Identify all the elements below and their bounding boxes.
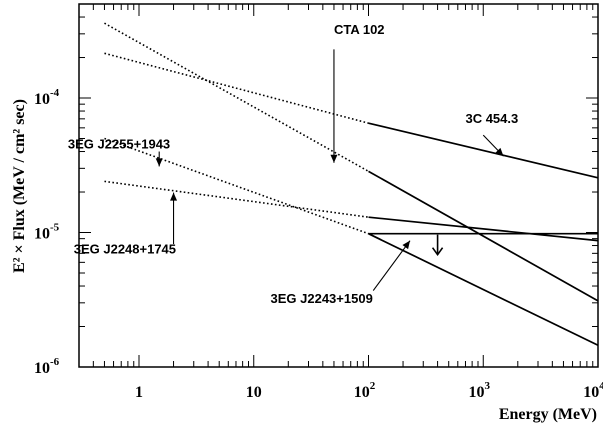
label-cta-102: CTA 102 xyxy=(334,22,385,37)
pointer-head-3c-454-3 xyxy=(495,147,504,157)
x-axis-title: Energy (MeV) xyxy=(499,406,597,423)
series-3eg-j2248-1745-dotted-line xyxy=(104,180,369,218)
pointer-head-3eg-j2255-1943 xyxy=(155,158,163,167)
ticks-layer xyxy=(78,3,599,368)
x-tick-label: 104 xyxy=(583,380,603,401)
y-axis-title: E² × Flux (MeV / cm² sec) xyxy=(11,99,28,273)
x-tick-label: 1 xyxy=(135,384,143,401)
label-3c-454-3: 3C 454.3 xyxy=(465,111,518,126)
series-layer xyxy=(104,22,599,347)
pointer-head-3eg-j2243-1509 xyxy=(402,240,411,250)
series-3eg-j2248-1745-solid-line xyxy=(368,216,599,242)
pointer-head-3eg-j2248-1745 xyxy=(170,192,178,201)
tick-labels-layer: 1 10 102 103 104 10-6 10-5 10-4 xyxy=(34,87,603,401)
plot-frame xyxy=(78,3,599,368)
series-cta-102-solid-line xyxy=(368,170,599,302)
series-cta-102-dotted-line xyxy=(104,22,369,173)
label-3eg-j2243-1509: 3EG J2243+1509 xyxy=(271,291,373,306)
pointer-head-cta-102 xyxy=(330,154,338,163)
annotations-layer: CTA 102 3C 454.3 3EG J2255+1943 3EG J2248+1… xyxy=(68,22,518,306)
label-3eg-j2255-1943: 3EG J2255+1943 xyxy=(68,137,170,152)
series-3c-454-3-solid-line xyxy=(368,122,599,179)
pointer-3eg-j2243-1509 xyxy=(372,240,411,291)
label-3eg-j2248-1745: 3EG J2248+1745 xyxy=(74,241,176,256)
x-tick-label: 10 xyxy=(246,384,262,401)
y-tick-label: 10-6 xyxy=(34,356,60,377)
y-tick-label: 10-4 xyxy=(34,87,60,108)
series-3eg-j2255-1943-solid-line xyxy=(368,232,599,347)
x-tick-label: 103 xyxy=(469,380,491,401)
x-tick-label: 102 xyxy=(354,380,376,401)
series-3eg-j2255-1943-dotted-line xyxy=(104,137,369,235)
upper-limit-arrowhead xyxy=(431,247,444,257)
series-3c-454-3-dotted-line xyxy=(104,52,369,124)
y-tick-label: 10-5 xyxy=(34,222,60,243)
